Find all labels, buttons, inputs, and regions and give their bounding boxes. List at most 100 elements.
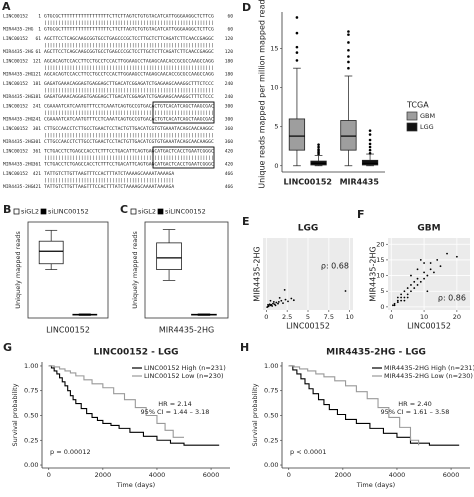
- outlier: [368, 142, 372, 146]
- sequence: AGCTTCCTCAGCAAGCGGTGCCTGAGCCCGCTCCTTGCTC…: [44, 49, 214, 55]
- sequence-start: 301: [33, 139, 42, 145]
- sequence-end: 180: [225, 72, 234, 78]
- point: [396, 296, 399, 299]
- x-tick-label: 2000: [95, 471, 112, 479]
- outlier: [347, 60, 350, 64]
- outlier: [317, 145, 320, 149]
- y-tick-label: 1.00: [264, 362, 278, 370]
- y-axis-label: MIR4435-2HG: [253, 246, 262, 301]
- outlier: [317, 143, 320, 146]
- y-axis-label: Uniquely mapped reads: [14, 231, 22, 309]
- point: [272, 302, 274, 305]
- y-axis-label: MIR4435-2HG: [369, 246, 378, 301]
- sequence: CTTGCCAACCTCTTGCCTGAACTCCTACTGTTGACATCGT…: [44, 126, 214, 132]
- match-line: ||||||||||||||||||||||||||||||||||||||||…: [44, 88, 214, 94]
- x-tick-label: 4000: [389, 471, 406, 479]
- x-tick-label: 0: [264, 313, 268, 321]
- outlier: [347, 30, 350, 33]
- sequence: TCTGACCTCTGAGCCACCTCTTTCCTGACATTCAGTGAGC…: [44, 162, 214, 168]
- legend-label: MIR4435-2HG High (n=231): [384, 364, 474, 372]
- sequence-name: MIR4435-2HG: [3, 27, 34, 33]
- match-line: ||||||||||||||||||||||||||||||||||||||||…: [44, 20, 214, 26]
- sequence-start: 361: [33, 162, 42, 168]
- sequence-end: 466: [225, 184, 234, 190]
- box: [361, 159, 379, 166]
- point: [406, 293, 409, 296]
- y-tick-label: 0.25: [264, 436, 278, 444]
- point: [400, 296, 403, 299]
- point: [287, 300, 289, 303]
- point: [266, 306, 269, 309]
- x-tick-label: 4000: [149, 471, 166, 479]
- sequence: GTGCGCTTTTTTTTTTTTTTTTTCTTCTTAGTCTGTGTAC…: [44, 27, 214, 33]
- point: [268, 303, 271, 306]
- sequence-start: 1: [38, 14, 41, 20]
- legend-swatch: [406, 111, 418, 121]
- match-line: ||||||||||||||||||||||||||||||||||||||||…: [44, 155, 214, 161]
- point: [426, 290, 429, 293]
- x-tick-label: 0: [47, 471, 51, 479]
- y-axis-label: Survival probability: [11, 383, 19, 446]
- point: [403, 290, 406, 293]
- x-tick-label: 2.5: [282, 313, 292, 321]
- sequence-end: 300: [225, 117, 234, 123]
- y-tick-label: 0.75: [264, 387, 278, 395]
- outlier: [347, 66, 350, 70]
- y-tick-label: 10: [270, 84, 278, 92]
- sequence-end: 360: [225, 126, 234, 132]
- point: [423, 262, 425, 264]
- sequence-name: LINC00152: [3, 126, 28, 132]
- point: [455, 255, 458, 258]
- legend-label: LINC00152 High (n=231): [144, 364, 226, 372]
- y-tick-label: 0.75: [24, 387, 38, 395]
- point: [393, 302, 396, 305]
- point: [292, 299, 295, 302]
- x-tick-label: 2000: [335, 471, 352, 479]
- point: [277, 302, 279, 305]
- outlier: [368, 145, 372, 149]
- point: [272, 301, 275, 303]
- x-tick-label: 6000: [443, 471, 460, 479]
- x-tick-label: 0: [389, 313, 393, 321]
- point: [403, 296, 406, 299]
- outlier: [347, 55, 350, 58]
- point: [277, 301, 280, 303]
- sequence-end: 240: [225, 94, 234, 100]
- point: [284, 298, 287, 301]
- sequence-name: LINC00152: [3, 81, 28, 87]
- x-axis-label: Time (days): [116, 481, 155, 489]
- highlight-box: [152, 101, 215, 124]
- legend-swatch: [157, 208, 164, 215]
- y-tick-label: 5: [380, 287, 384, 295]
- y-tick-label: 0.25: [24, 436, 38, 444]
- sequence-start: 181: [33, 81, 42, 87]
- outlier: [368, 151, 372, 155]
- survival-curve: [48, 365, 185, 438]
- point: [392, 304, 394, 307]
- panel-label: E: [242, 215, 250, 228]
- y-axis-label: Uniquely mapped reads: [131, 231, 139, 309]
- outlier: [295, 31, 299, 35]
- sequence-name: MIR4435-2HG: [3, 117, 34, 123]
- point: [410, 284, 412, 286]
- x-tick-label: 10: [346, 313, 354, 321]
- sequence-name: LINC00152: [3, 59, 28, 65]
- point: [429, 262, 432, 264]
- outlier: [368, 133, 372, 136]
- sequence: TATTGTCTTGTTAAGTTTCCACTTTATCTAAAAGCAAAAT…: [44, 171, 174, 177]
- legend-label: siLINC00152: [48, 208, 89, 216]
- sequence-start: 61: [35, 36, 41, 42]
- survival-curve: [288, 365, 460, 446]
- y-tick-label: 0: [380, 303, 384, 311]
- sequence-start: 421: [33, 171, 42, 177]
- outlier: [368, 129, 372, 132]
- y-tick-label: 0.50: [24, 411, 38, 419]
- sequence-name: LINC00152: [3, 104, 28, 110]
- point: [413, 287, 416, 289]
- sequence-start: 421: [33, 184, 42, 190]
- point: [416, 268, 419, 271]
- outlier: [368, 138, 372, 142]
- legend-label: siLINC00152: [165, 208, 206, 216]
- box: [38, 240, 64, 265]
- sequence-end: 120: [225, 36, 234, 42]
